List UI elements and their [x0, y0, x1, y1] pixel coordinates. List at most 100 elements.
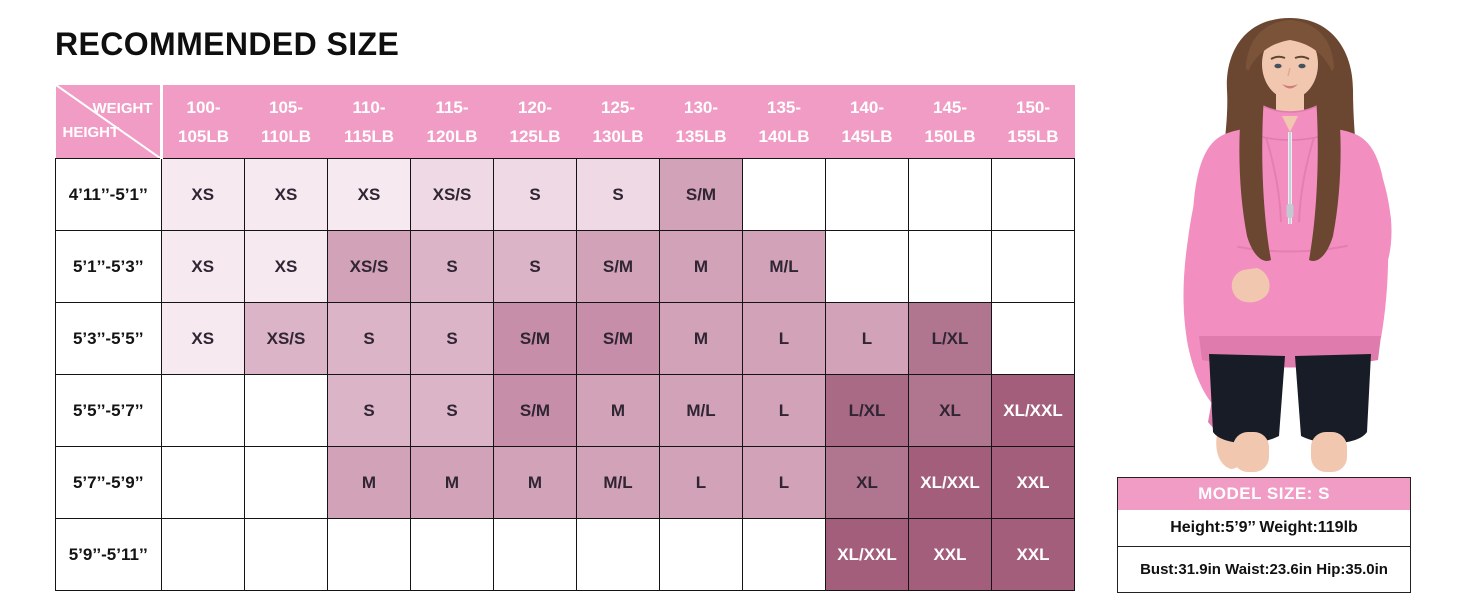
model-right-sleeve [1258, 136, 1392, 301]
table-row: 5’7’’-5’9’’ M M M M/L L L XL XL/XXL XXL [55, 446, 1075, 519]
model-info-box: MODEL SIZE: S Height:5’9’’ Weight:119lb … [1117, 477, 1411, 593]
size-cell: XS [244, 230, 328, 303]
size-cell-empty [244, 518, 328, 591]
model-hair-front [1245, 20, 1335, 76]
size-cell: XL [825, 446, 909, 519]
model-eyebrow-left [1270, 55, 1286, 60]
size-cell: M [659, 230, 743, 303]
seam-left [1264, 133, 1282, 223]
height-row-label: 5’1’’-5’3’’ [55, 230, 162, 303]
size-cell: M [327, 446, 411, 519]
size-cell: L [659, 446, 743, 519]
size-cell: M/L [576, 446, 660, 519]
size-cell: S [410, 374, 494, 447]
model-left-leg [1233, 432, 1269, 472]
size-cell: XL/XXL [908, 446, 992, 519]
size-cell-empty [160, 518, 245, 591]
size-cell: S/M [576, 302, 660, 375]
table-row: 5’9’’-5’11’’ XL/XXL XXL XXL [55, 518, 1075, 591]
size-cell-empty [244, 374, 328, 447]
model-illustration [1183, 18, 1392, 472]
size-cell-empty [244, 446, 328, 519]
size-cell: XXL [991, 518, 1075, 591]
page-title: RECOMMENDED SIZE [55, 26, 400, 62]
size-cell-empty [825, 230, 909, 303]
model-nose [1287, 67, 1291, 77]
zipper-pull [1286, 204, 1294, 218]
model-face [1262, 29, 1318, 99]
size-cell: S/M [493, 374, 577, 447]
diagonal-divider [55, 85, 160, 158]
weight-column-header: 135- 140LB [742, 85, 826, 159]
weight-column-header: 115- 120LB [410, 85, 494, 159]
weight-column-header: 125- 130LB [576, 85, 660, 159]
size-cell: XL [908, 374, 992, 447]
height-row-label: 5’7’’-5’9’’ [55, 446, 162, 519]
model-hair-strand-left [1239, 68, 1271, 261]
model-shorts-left-leg [1209, 354, 1285, 444]
weight-column-header: 140- 145LB [825, 85, 909, 159]
size-cell-empty [493, 518, 577, 591]
height-row-label: 5’3’’-5’5’’ [55, 302, 162, 375]
size-cell: M/L [742, 230, 826, 303]
size-cell: M [576, 374, 660, 447]
size-cell: XS [160, 230, 245, 303]
size-cell: S [493, 230, 577, 303]
size-cell: S/M [493, 302, 577, 375]
model-right-hand [1231, 268, 1270, 303]
size-cell: M [410, 446, 494, 519]
table-row: 5’3’’-5’5’’ XS XS/S S S S/M S/M M L L L/XL [55, 302, 1075, 375]
size-cell: S/M [576, 230, 660, 303]
size-cell: XS/S [244, 302, 328, 375]
size-cell: S [410, 302, 494, 375]
size-cell: XS [244, 158, 328, 231]
model-eye-left [1274, 63, 1282, 69]
model-right-leg [1311, 432, 1347, 472]
model-chest-v [1282, 116, 1298, 132]
size-cell: S [576, 158, 660, 231]
weight-column-header: 120- 125LB [493, 85, 577, 159]
size-table-header: WEIGHT HEIGHT 100- 105LB 105- 110LB 110- 115LB 1… [55, 85, 1075, 159]
size-cell-empty [825, 158, 909, 231]
size-cell-empty [908, 230, 992, 303]
size-cell: S/M [659, 158, 743, 231]
size-cell: L [742, 446, 826, 519]
size-table-body: 4’11’’-5’1’’ XS XS XS XS/S S S S/M 5’1’’-5’3’’ XS… [55, 158, 1075, 591]
seam-chest [1224, 243, 1356, 253]
model-hair-strand-right [1309, 68, 1341, 261]
seam-right [1298, 133, 1316, 223]
size-cell: XL/XXL [991, 374, 1075, 447]
size-cell: XXL [991, 446, 1075, 519]
height-row-label: 5’9’’-5’11’’ [55, 518, 162, 591]
model-size-header: MODEL SIZE: S [1118, 478, 1410, 510]
model-shorts-right-leg [1295, 354, 1371, 444]
table-row: 5’1’’-5’3’’ XS XS XS/S S S S/M M M/L [55, 230, 1075, 303]
model-photo [1125, 4, 1455, 472]
size-cell: S [327, 374, 411, 447]
size-cell-empty [991, 158, 1075, 231]
table-row: 5’5’’-5’7’’ S S S/M M M/L L L/XL XL XL/XXL [55, 374, 1075, 447]
size-cell: XL/XXL [825, 518, 909, 591]
model-height-weight: Height:5’9’’ Weight:119lb [1170, 519, 1358, 536]
size-cell: XXL [908, 518, 992, 591]
size-cell-empty [327, 518, 411, 591]
model-lips [1282, 84, 1298, 89]
size-cell: XS/S [410, 158, 494, 231]
table-row: 4’11’’-5’1’’ XS XS XS XS/S S S S/M [55, 158, 1075, 231]
model-eyebrow-right [1294, 55, 1310, 60]
weight-column-header: 145- 150LB [908, 85, 992, 159]
corner-weight-height-cell: WEIGHT HEIGHT [55, 85, 163, 159]
size-cell-empty [742, 158, 826, 231]
size-cell: XS [160, 302, 245, 375]
size-cell: L/XL [908, 302, 992, 375]
size-table: WEIGHT HEIGHT 100- 105LB 105- 110LB 110- 115LB 1… [55, 85, 1075, 591]
size-cell: L [742, 302, 826, 375]
size-cell: XS/S [327, 230, 411, 303]
model-measurements: Bust:31.9in Waist:23.6in Hip:35.0in [1118, 546, 1410, 592]
size-cell: L [825, 302, 909, 375]
height-axis-label: HEIGHT [62, 124, 120, 141]
weight-column-header: 105- 110LB [244, 85, 328, 159]
weight-column-header: 100- 105LB [161, 85, 245, 159]
size-cell-empty [576, 518, 660, 591]
size-cell-empty [991, 230, 1075, 303]
